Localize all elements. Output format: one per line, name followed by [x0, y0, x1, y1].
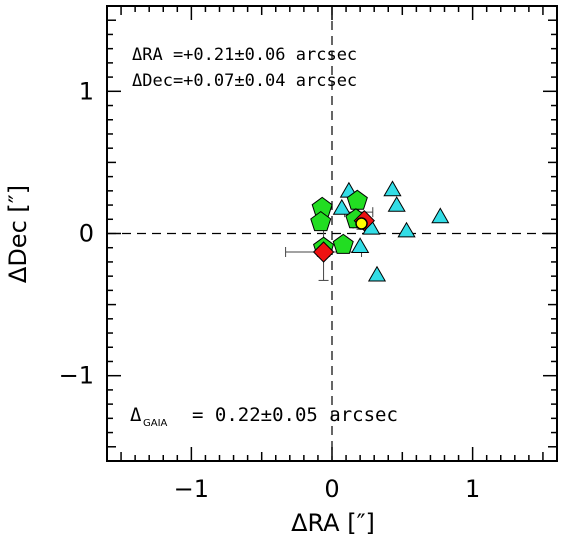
reference-lines [107, 6, 557, 461]
annotation-gaia-delta: Δ [130, 404, 142, 426]
triangle-point [431, 207, 450, 224]
y-tick-label: 1 [79, 77, 94, 105]
y-axis-label: ΔDec [″] [4, 185, 32, 283]
circle-point [355, 217, 368, 230]
diamond-point [312, 241, 335, 263]
annotation-ddec: ΔDec=+0.07±0.04 arcsec [132, 71, 357, 91]
triangle-point [332, 198, 351, 215]
triangle-point [387, 196, 406, 212]
y-tick-label: 0 [79, 220, 94, 248]
y-tick-label: −1 [59, 362, 94, 390]
annotation-gaia-value: = 0.22±0.05 arcsec [192, 404, 398, 426]
pentagon-point [332, 233, 354, 254]
pentagon-point [310, 210, 332, 232]
triangle-point [351, 237, 370, 253]
x-tick-label: 0 [324, 475, 339, 503]
annotation-dra: ΔRA =+0.21±0.06 arcsec [132, 45, 357, 65]
triangle-point [397, 221, 416, 238]
x-axis-label: ΔRA [″] [291, 509, 375, 537]
x-tick-label: −1 [174, 475, 209, 503]
triangle-point [367, 265, 387, 282]
x-tick-label: 1 [465, 475, 480, 503]
axis-ticks: −1 −1 0 0 1 1 [59, 6, 557, 503]
data-points [310, 180, 450, 282]
annotation-gaia-subscript: GAIA [143, 418, 168, 429]
triangle-point [383, 180, 402, 197]
